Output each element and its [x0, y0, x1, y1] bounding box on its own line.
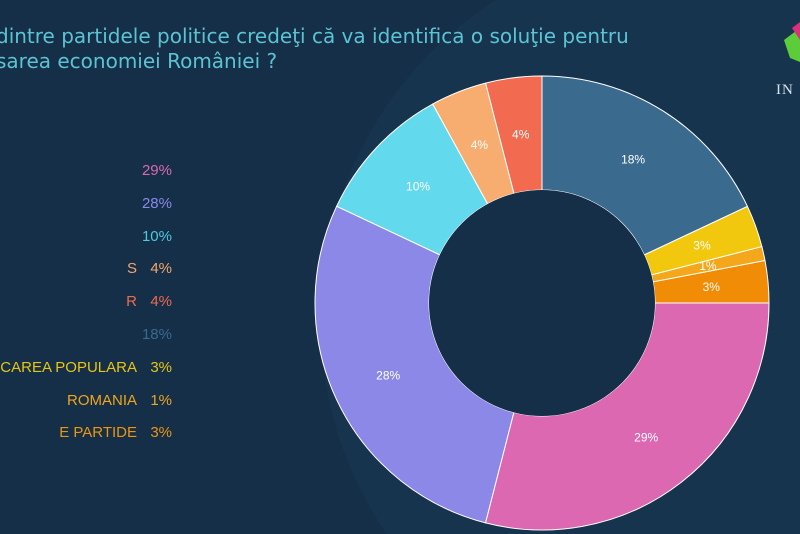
legend-label: CAREA POPULARA	[0, 358, 137, 376]
chart-title: dintre partidele politice credeţi că va …	[0, 24, 629, 74]
slice-label: 1%	[699, 259, 717, 273]
legend-item: CAREA POPULARA 3%	[0, 359, 172, 379]
slice-label: 4%	[512, 127, 530, 141]
legend-value: 1%	[150, 391, 172, 409]
legend-label: E PARTIDE	[59, 424, 137, 442]
title-line-2: sarea economiei României ?	[0, 49, 278, 73]
legend-value: 3%	[150, 424, 172, 442]
logo-text: IN	[776, 82, 794, 98]
legend-value: 4%	[150, 293, 172, 311]
legend-item: 29%	[0, 162, 172, 182]
slice-label: 3%	[703, 280, 721, 294]
legend-item: E PARTIDE 3%	[0, 424, 172, 444]
legend-value: 18%	[141, 326, 172, 343]
legend-item: S 4%	[0, 260, 172, 280]
slice-label: 28%	[376, 368, 400, 382]
slice-label: 10%	[406, 180, 430, 194]
legend-label: S	[126, 260, 137, 278]
legend-label: ROMANIA	[66, 391, 137, 409]
legend-value: 10%	[141, 227, 172, 245]
legend-item: 10%	[0, 228, 172, 248]
legend-item: 28%	[0, 195, 172, 215]
slice-label: 18%	[621, 152, 645, 166]
slice-label: 4%	[471, 138, 489, 152]
legend-value: 29%	[141, 162, 172, 179]
legend-value: 28%	[141, 194, 172, 212]
donut-hole	[429, 190, 655, 416]
legend-value: 3%	[150, 358, 172, 376]
legend-item: R 4%	[0, 293, 172, 313]
legend-item: 18%	[0, 326, 172, 346]
slice-label: 29%	[634, 430, 658, 444]
logo-icon	[784, 22, 800, 62]
title-line-1: dintre partidele politice credeţi că va …	[0, 24, 629, 48]
legend-label: R	[126, 293, 137, 311]
legend-value: 4%	[150, 260, 172, 278]
legend-item: ROMANIA 1%	[0, 392, 172, 412]
slice-label: 3%	[693, 238, 711, 252]
